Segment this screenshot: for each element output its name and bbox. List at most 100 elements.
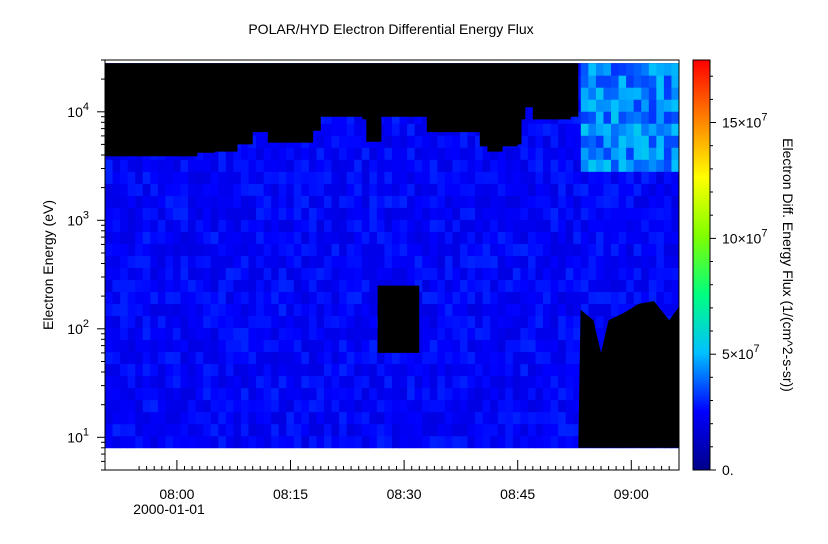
flux-cell [142, 195, 151, 208]
flux-cell [527, 435, 536, 449]
flux-cell [648, 231, 657, 244]
flux-cell [271, 171, 280, 184]
flux-cell [233, 231, 242, 244]
flux-cell [376, 231, 385, 244]
flux-cell [641, 147, 650, 160]
flux-cell [271, 351, 280, 365]
flux-cell [490, 267, 499, 280]
flux-cell [150, 267, 159, 280]
flux-cell [316, 399, 325, 413]
flux-cell [112, 375, 121, 389]
flux-cell [361, 291, 370, 305]
flux-cell [240, 243, 249, 256]
flux-cell [346, 375, 355, 389]
flux-cell [475, 315, 484, 329]
flux-cell [452, 351, 461, 365]
flux-cell [346, 291, 355, 305]
flux-cell [437, 291, 446, 305]
flux-cell [573, 315, 582, 329]
flux-cell [271, 411, 280, 425]
flux-cell [603, 87, 612, 100]
flux-cell [256, 255, 264, 268]
flux-cell [369, 291, 378, 305]
flux-cell [573, 375, 582, 389]
flux-cell [172, 435, 181, 449]
flux-cell [233, 375, 242, 389]
flux-cell [392, 123, 400, 136]
flux-cell [157, 435, 166, 449]
flux-cell [490, 183, 499, 196]
flux-cell [482, 159, 491, 172]
flux-cell [324, 279, 332, 293]
flux-cell [331, 363, 340, 377]
flux-cell [172, 219, 181, 232]
flux-cell [120, 327, 129, 341]
flux-cell [218, 291, 227, 305]
flux-cell [482, 195, 491, 208]
flux-cell [188, 279, 197, 293]
flux-cell [308, 243, 317, 256]
flux-cell [512, 423, 521, 437]
flux-cell [286, 303, 295, 317]
flux-cell [482, 207, 491, 220]
flux-cell [135, 303, 144, 317]
flux-cell [558, 339, 567, 353]
flux-cell [225, 291, 234, 305]
flux-cell [127, 339, 136, 353]
flux-cell [641, 195, 650, 208]
flux-cell [580, 171, 589, 184]
flux-cell [626, 159, 635, 172]
flux-cell [354, 135, 363, 148]
flux-cell [535, 171, 544, 184]
flux-cell [603, 75, 612, 88]
flux-cell [112, 315, 121, 329]
flux-cell [271, 255, 280, 268]
flux-cell [180, 219, 189, 232]
flux-cell [414, 135, 423, 148]
flux-cell [180, 279, 189, 293]
flux-cell [626, 279, 635, 293]
flux-cell [278, 411, 287, 425]
flux-cell [248, 267, 257, 280]
flux-cell [120, 195, 129, 208]
flux-cell [195, 291, 204, 305]
flux-cell [316, 279, 325, 293]
flux-cell [384, 351, 393, 365]
flux-cell [573, 159, 582, 172]
flux-cell [210, 303, 219, 317]
flux-cell [648, 75, 657, 88]
flux-cell [527, 219, 536, 232]
flux-cell [482, 183, 491, 196]
flux-cell [225, 255, 234, 268]
flux-cell [142, 255, 151, 268]
flux-cell [195, 243, 204, 256]
flux-cell [482, 267, 491, 280]
flux-cell [361, 435, 370, 449]
flux-cell [316, 411, 325, 425]
flux-cell [550, 339, 559, 353]
flux-cell [293, 279, 302, 293]
flux-cell [354, 327, 363, 341]
flux-cell [429, 231, 438, 244]
flux-cell [157, 291, 166, 305]
flux-cell [444, 159, 453, 172]
flux-cell [369, 147, 378, 160]
flux-cell [392, 183, 400, 196]
flux-cell [565, 435, 574, 449]
flux-cell [663, 123, 672, 136]
flux-cell [225, 171, 234, 184]
flux-cell [414, 267, 423, 280]
flux-cell [550, 423, 559, 437]
flux-cell [573, 339, 582, 353]
flux-cell [603, 63, 612, 76]
x-tick-label: 08:00 [159, 486, 194, 502]
flux-cell [558, 267, 567, 280]
flux-cell [112, 363, 121, 377]
flux-cell [218, 207, 227, 220]
flux-cell [324, 327, 332, 341]
flux-cell [490, 147, 499, 160]
flux-cell [422, 231, 431, 244]
flux-cell [497, 291, 506, 305]
flux-cell [641, 255, 650, 268]
flux-cell [165, 195, 174, 208]
